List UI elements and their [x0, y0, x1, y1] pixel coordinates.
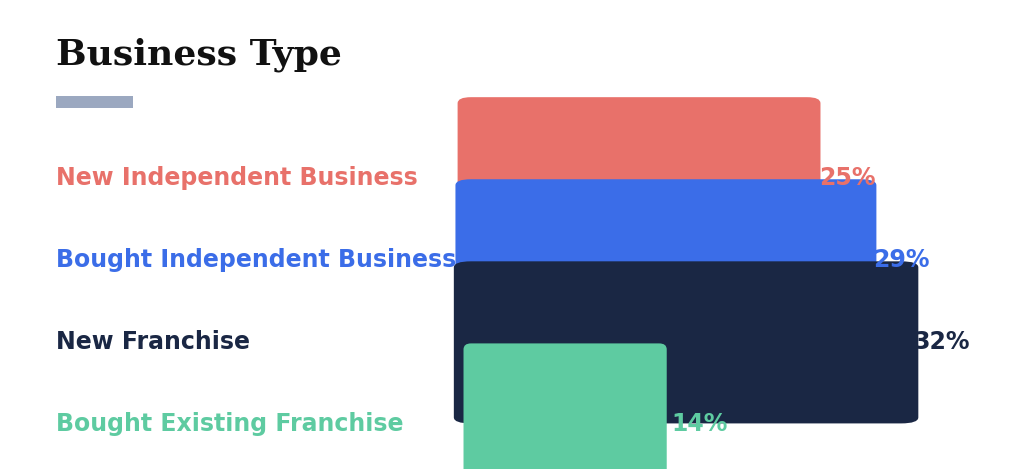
Text: 32%: 32%	[913, 330, 970, 355]
Text: Business Type: Business Type	[56, 38, 342, 72]
Text: New Franchise: New Franchise	[56, 330, 250, 355]
FancyBboxPatch shape	[456, 179, 877, 341]
Text: Bought Independent Business: Bought Independent Business	[56, 248, 457, 272]
FancyBboxPatch shape	[464, 343, 667, 469]
Text: 14%: 14%	[672, 412, 728, 437]
FancyBboxPatch shape	[458, 97, 820, 259]
FancyBboxPatch shape	[52, 96, 137, 108]
Text: 29%: 29%	[873, 248, 930, 272]
Text: New Independent Business: New Independent Business	[56, 166, 418, 190]
Text: Bought Existing Franchise: Bought Existing Franchise	[56, 412, 403, 437]
Text: 25%: 25%	[819, 166, 876, 190]
FancyBboxPatch shape	[454, 261, 919, 424]
